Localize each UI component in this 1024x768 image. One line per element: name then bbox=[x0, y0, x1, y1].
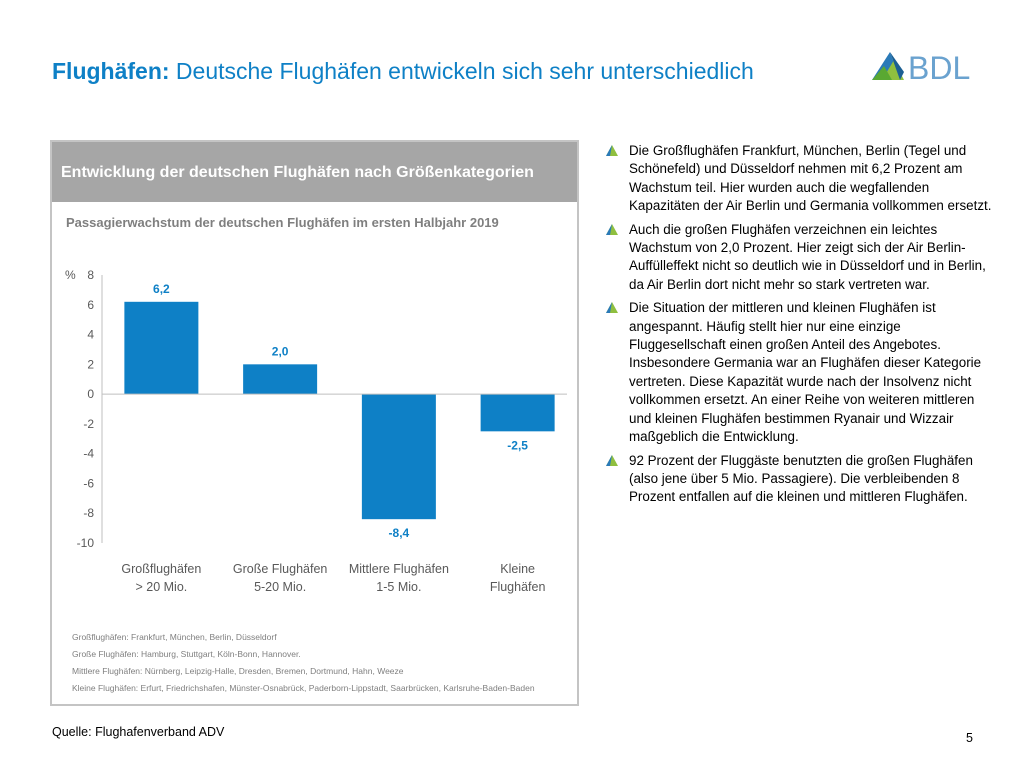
y-tick-label: 0 bbox=[87, 387, 94, 401]
bar bbox=[243, 364, 318, 395]
page-title: Flughäfen: Deutsche Flughäfen entwickeln… bbox=[52, 58, 754, 85]
footnote: Mittlere Flughäfen: Nürnberg, Leipzig-Ha… bbox=[72, 666, 404, 676]
footnote: Große Flughäfen: Hamburg, Stuttgart, Köl… bbox=[72, 649, 301, 659]
bullet-item: Die Großflughäfen Frankfurt, München, Be… bbox=[606, 142, 992, 216]
bar bbox=[361, 394, 436, 520]
bullet-item: Auch die großen Flughäfen verzeichnen ei… bbox=[606, 221, 992, 295]
x-category-label: Kleine bbox=[500, 562, 535, 576]
x-category-label: Mittlere Flughäfen bbox=[349, 562, 449, 576]
y-tick-label: -10 bbox=[77, 536, 95, 550]
page-number: 5 bbox=[966, 731, 973, 745]
bullet-text: Auch die großen Flughäfen verzeichnen ei… bbox=[629, 221, 986, 292]
bullet-text: Die Großflughäfen Frankfurt, München, Be… bbox=[629, 143, 992, 214]
footnote: Großflughäfen: Frankfurt, München, Berli… bbox=[72, 632, 277, 642]
bullet-item: 92 Prozent der Fluggäste benutzten die g… bbox=[606, 452, 992, 507]
bar-value-label: 6,2 bbox=[153, 282, 170, 296]
page-title-bold: Flughäfen: bbox=[52, 58, 170, 84]
bdl-logo-icon bbox=[872, 52, 904, 80]
bar bbox=[480, 394, 555, 432]
y-tick-label: -6 bbox=[83, 476, 94, 490]
mountain-bullet-icon bbox=[606, 302, 618, 314]
y-tick-label: 6 bbox=[87, 298, 94, 312]
bullet-text: 92 Prozent der Fluggäste benutzten die g… bbox=[629, 452, 973, 505]
x-category-label: > 20 Mio. bbox=[135, 580, 187, 594]
bullet-list: Die Großflughäfen Frankfurt, München, Be… bbox=[606, 142, 992, 512]
chart-subtitle: Passagierwachstum der deutschen Flughäfe… bbox=[66, 215, 499, 230]
x-category-label: Flughäfen bbox=[490, 580, 546, 594]
y-tick-label: -2 bbox=[83, 417, 94, 431]
mountain-bullet-icon bbox=[606, 145, 618, 156]
x-category-label: Großflughäfen bbox=[121, 562, 201, 576]
y-tick-label: 8 bbox=[87, 268, 94, 282]
footnote: Kleine Flughäfen: Erfurt, Friedrichshafe… bbox=[72, 683, 535, 693]
bullet-text: Die Situation der mittleren und kleinen … bbox=[629, 300, 982, 445]
bdl-logo-text: BDL bbox=[908, 50, 970, 86]
y-tick-label: 2 bbox=[87, 357, 94, 371]
y-tick-label: 4 bbox=[87, 328, 94, 342]
chart-panel: Entwicklung der deutschen Flughäfen nach… bbox=[50, 140, 579, 706]
source-note: Quelle: Flughafenverband ADV bbox=[52, 725, 225, 739]
bar-value-label: -2,5 bbox=[507, 438, 528, 452]
mountain-bullet-icon bbox=[606, 454, 618, 466]
bullet-item: Die Situation der mittleren und kleinen … bbox=[606, 299, 992, 446]
x-category-label: 1-5 Mio. bbox=[376, 580, 421, 594]
page-title-rest: Deutsche Flughäfen entwickeln sich sehr … bbox=[169, 58, 754, 84]
chart-footnotes: Großflughäfen: Frankfurt, München, Berli… bbox=[72, 629, 535, 697]
y-axis-unit-label: % bbox=[65, 268, 76, 282]
y-tick-label: -8 bbox=[83, 506, 94, 520]
bar-chart: 8 6 4 2 0 -2 -4 -6 -8 -10% 6,2 Großflughäfen > 20 Mi… bbox=[65, 268, 567, 594]
chart-panel-header: Entwicklung der deutschen Flughäfen nach… bbox=[52, 142, 577, 202]
x-category-label: 5-20 Mio. bbox=[254, 580, 306, 594]
y-tick-label: -4 bbox=[83, 447, 94, 461]
bdl-logo: BDL bbox=[872, 50, 970, 86]
bar-value-label: 2,0 bbox=[272, 344, 289, 358]
bar bbox=[124, 301, 199, 395]
mountain-bullet-icon bbox=[606, 223, 618, 235]
x-category-label: Große Flughäfen bbox=[233, 562, 328, 576]
bar-value-label: -8,4 bbox=[389, 526, 410, 540]
